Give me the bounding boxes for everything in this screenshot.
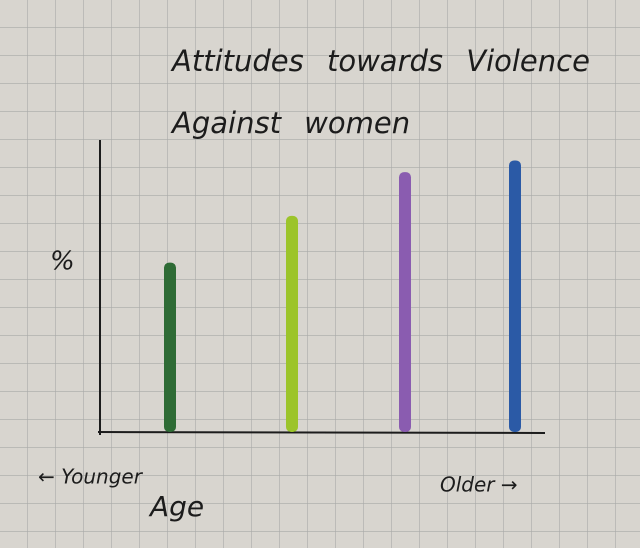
annotation: Older → xyxy=(440,473,518,497)
bar xyxy=(286,215,298,432)
chart-title: Attitudes towards Violence Against women xyxy=(172,44,590,140)
x-axis-label: Age xyxy=(148,490,204,523)
x-axis xyxy=(97,431,546,434)
y-axis-label: % xyxy=(50,247,75,277)
bar xyxy=(509,160,521,432)
annotation: ← Younger xyxy=(38,465,144,489)
bar xyxy=(164,262,176,432)
bar xyxy=(399,172,411,432)
